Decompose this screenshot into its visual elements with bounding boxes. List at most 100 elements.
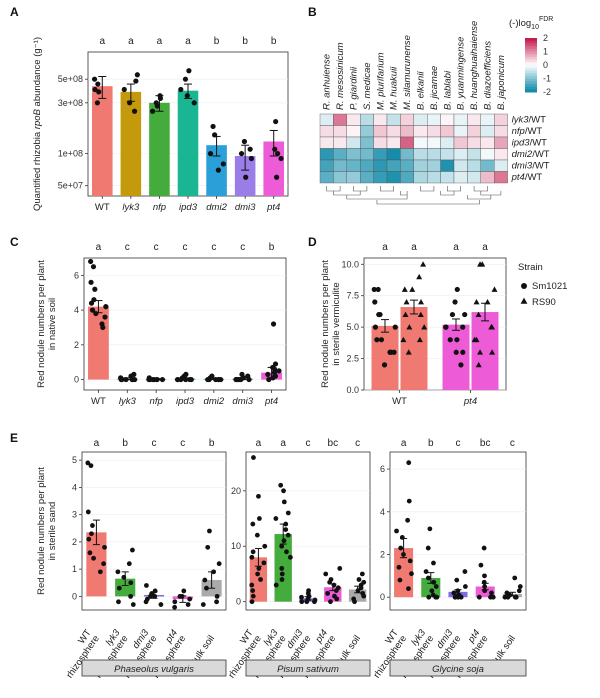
data-point <box>152 588 158 594</box>
data-point <box>220 161 226 167</box>
legend-swatch <box>525 40 537 44</box>
data-point <box>281 499 287 505</box>
data-point <box>183 376 189 383</box>
data-point <box>187 596 193 602</box>
heatmap-cell <box>333 148 347 161</box>
heatmap-cell <box>467 148 481 161</box>
data-point <box>284 549 289 555</box>
data-point <box>247 146 253 152</box>
data-point <box>250 593 256 599</box>
heatmap-cell <box>467 125 481 138</box>
heatmap-cell <box>319 125 334 138</box>
data-point <box>273 582 279 588</box>
legend-tick-label: -1 <box>543 74 551 84</box>
y-tick-label: 4 <box>72 482 77 492</box>
heatmap-cell <box>413 113 428 126</box>
data-point <box>283 521 289 527</box>
significance-letter: b <box>242 36 248 47</box>
y-tick-label: 2.5 <box>346 354 359 364</box>
data-point <box>272 361 279 367</box>
data-point <box>285 532 291 538</box>
data-point <box>517 584 523 589</box>
data-point <box>490 594 496 600</box>
legend-tick-label: 0 <box>543 60 548 70</box>
data-point <box>505 594 511 600</box>
data-point <box>116 585 122 591</box>
data-point <box>132 376 138 383</box>
heatmap-cell <box>453 171 468 184</box>
column-label: B. diazoefficiens <box>483 41 494 110</box>
x-tick-label: dmi3 <box>232 396 253 407</box>
y-tick-label: 5e+07 <box>58 181 83 191</box>
data-point <box>149 108 156 114</box>
x-tick-label: pt4 <box>264 396 278 407</box>
heatmap-cell <box>413 159 428 172</box>
legend-swatch <box>525 65 537 69</box>
data-point <box>144 583 149 588</box>
row-label: nfp/WT <box>512 126 543 137</box>
column-label: S. medicae <box>362 62 373 110</box>
data-point <box>102 314 108 320</box>
data-point <box>127 100 133 106</box>
data-point <box>115 569 121 575</box>
legend-swatch <box>525 70 537 74</box>
data-point <box>482 588 488 594</box>
data-point <box>91 555 96 561</box>
data-point <box>403 299 410 305</box>
row-label: lyk3/WT <box>512 115 547 126</box>
data-point <box>100 324 106 331</box>
data-point <box>121 86 127 93</box>
significance-letter: bc <box>480 438 491 449</box>
y-tick-label: 2 <box>380 549 385 559</box>
heatmap-cell <box>400 136 414 149</box>
y-tick-label: 2 <box>74 340 79 350</box>
heatmap-cell <box>427 159 441 172</box>
heatmap-cell <box>346 113 361 126</box>
legend-marker-triangle <box>520 297 528 304</box>
data-point <box>323 571 329 577</box>
row-label: pt4/WT <box>511 172 543 183</box>
facet-label: Pisum sativum <box>277 664 339 675</box>
data-point <box>214 593 220 599</box>
facet-strip <box>81 659 227 677</box>
data-point <box>512 575 518 581</box>
legend-swatch <box>525 59 537 63</box>
x-tick-label: ipd3 <box>176 396 195 407</box>
data-point <box>396 564 402 570</box>
y-tick-label: 20 <box>231 486 241 496</box>
heatmap-cell <box>480 148 495 161</box>
data-point <box>401 286 408 292</box>
data-point <box>278 482 284 488</box>
significance-letter: c <box>211 242 216 253</box>
heatmap-cell <box>319 113 334 126</box>
bar <box>442 324 470 390</box>
data-point <box>250 521 256 527</box>
legend-swatch <box>525 67 537 71</box>
bar <box>371 325 399 390</box>
dendrogram-branch <box>326 186 341 192</box>
heatmap-cell <box>400 171 414 184</box>
data-point <box>270 375 276 381</box>
heatmap-cell <box>386 148 401 161</box>
data-point <box>421 324 428 330</box>
data-point <box>92 286 98 292</box>
data-point <box>273 516 279 521</box>
significance-letter: bc <box>328 438 339 449</box>
data-point <box>249 554 255 560</box>
data-point <box>489 349 496 355</box>
data-point <box>406 324 413 330</box>
data-point <box>392 324 398 330</box>
significance-letter: b <box>214 36 220 47</box>
data-point <box>178 376 184 383</box>
heatmap-cell <box>467 159 481 172</box>
data-point <box>281 488 286 494</box>
data-point <box>484 299 491 305</box>
x-tick-label: pt4 <box>266 202 280 213</box>
data-point <box>211 569 217 575</box>
data-point <box>265 371 271 377</box>
data-point <box>212 132 218 138</box>
bar <box>86 532 107 597</box>
data-point <box>254 532 260 538</box>
data-point <box>88 279 94 285</box>
significance-letter: a <box>185 36 191 47</box>
